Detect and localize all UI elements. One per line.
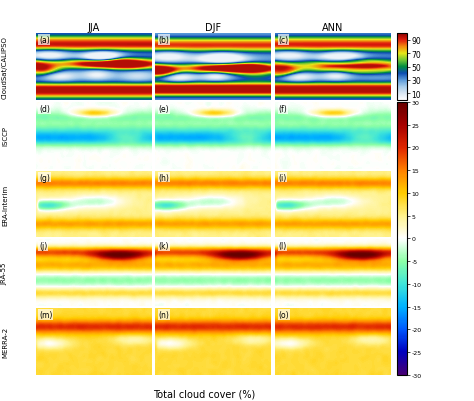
Text: (b): (b) <box>159 36 170 45</box>
Text: (m): (m) <box>39 310 53 319</box>
Text: (e): (e) <box>159 105 169 113</box>
Text: JJA: JJA <box>87 23 100 33</box>
Text: Total cloud cover (%): Total cloud cover (%) <box>153 389 255 399</box>
Text: ISCCP: ISCCP <box>2 126 8 146</box>
Text: (l): (l) <box>279 242 287 251</box>
Text: (n): (n) <box>159 310 170 319</box>
Text: (i): (i) <box>279 173 287 182</box>
Text: (g): (g) <box>39 173 50 182</box>
Text: CloudSat/CALIPSO: CloudSat/CALIPSO <box>2 36 8 99</box>
Text: (f): (f) <box>279 105 287 113</box>
Text: (d): (d) <box>39 105 50 113</box>
Text: ERA-Interim: ERA-Interim <box>2 184 8 225</box>
Text: DJF: DJF <box>205 23 221 33</box>
Text: JRA-55: JRA-55 <box>2 262 8 284</box>
Text: (h): (h) <box>159 173 170 182</box>
Text: MERRA-2: MERRA-2 <box>2 326 8 357</box>
Text: (o): (o) <box>279 310 289 319</box>
Text: ANN: ANN <box>322 23 344 33</box>
Text: (k): (k) <box>159 242 169 251</box>
Text: (j): (j) <box>39 242 47 251</box>
Text: (a): (a) <box>39 36 50 45</box>
Text: (c): (c) <box>279 36 289 45</box>
